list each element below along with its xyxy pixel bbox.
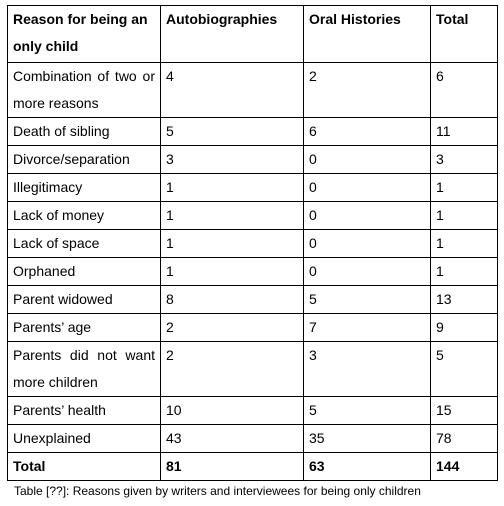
table-row: Parents did not want more children 2 3 5 (7, 341, 498, 397)
header-cell: Reason for being an only child (7, 5, 161, 63)
table-cell: 4 (160, 62, 304, 118)
table-cell: 7 (303, 313, 431, 342)
table-cell: 81 (160, 452, 304, 481)
table-cell: 0 (303, 257, 431, 286)
table-cell: 2 (160, 341, 304, 397)
table-cell: Parents’ health (7, 396, 161, 425)
table-row: Parent widowed 8 5 13 (7, 285, 498, 314)
table-cell: 3 (160, 145, 304, 174)
table-cell: 10 (160, 396, 304, 425)
table-cell: Unexplained (7, 424, 161, 453)
table-cell: 2 (303, 62, 431, 118)
table-cell: 0 (303, 229, 431, 258)
table-cell: 35 (303, 424, 431, 453)
table-caption: Table [??]: Reasons given by writers and… (14, 484, 421, 498)
table-cell: 1 (160, 201, 304, 230)
table-cell: 3 (303, 341, 431, 397)
table-row: Parents’ health 10 5 15 (7, 396, 498, 425)
table-cell: Parents did not want more children (7, 341, 161, 397)
table-cell: Illegitimacy (7, 173, 161, 202)
header-cell: Autobiographies (160, 5, 304, 63)
table-cell: Parent widowed (7, 285, 161, 314)
table-cell: 1 (430, 229, 498, 258)
table-row: Illegitimacy 1 0 1 (7, 173, 498, 202)
table-cell: Lack of space (7, 229, 161, 258)
table-cell: 1 (160, 173, 304, 202)
table-row: Death of sibling 5 6 11 (7, 117, 498, 146)
table-row: Lack of space 1 0 1 (7, 229, 498, 258)
table-row: Unexplained 43 35 78 (7, 424, 498, 453)
reasons-table: Reason for being an only child Autobiogra… (7, 5, 498, 481)
table-cell: 5 (430, 341, 498, 397)
table-cell: 1 (160, 229, 304, 258)
table-cell: 63 (303, 452, 431, 481)
table-cell: 1 (160, 257, 304, 286)
total-label: Total (7, 452, 161, 481)
table-cell: 8 (160, 285, 304, 314)
table-cell: 5 (303, 396, 431, 425)
table-cell: 13 (430, 285, 498, 314)
table-cell: Divorce/separation (7, 145, 161, 174)
table-cell: 144 (430, 452, 498, 481)
total-row: Total 81 63 144 (7, 452, 498, 481)
table-row: Orphaned 1 0 1 (7, 257, 498, 286)
table-cell: Parents’ age (7, 313, 161, 342)
table-row: Divorce/separation 3 0 3 (7, 145, 498, 174)
table-row: Combination of two or more reasons 4 2 6 (7, 62, 498, 118)
table-cell: 3 (430, 145, 498, 174)
header-cell: Oral Histories (303, 5, 431, 63)
table-cell: 2 (160, 313, 304, 342)
table-cell: 1 (430, 173, 498, 202)
table-cell: 0 (303, 173, 431, 202)
table-cell: 1 (430, 201, 498, 230)
table-cell: 6 (430, 62, 498, 118)
table-cell: 9 (430, 313, 498, 342)
table-cell: 0 (303, 145, 431, 174)
header-row: Reason for being an only child Autobiogra… (7, 5, 498, 63)
table-cell: 78 (430, 424, 498, 453)
table-cell: Lack of money (7, 201, 161, 230)
header-cell: Total (430, 5, 498, 63)
table-body: Reason for being an only child Autobiogra… (7, 5, 498, 481)
table-cell: 6 (303, 117, 431, 146)
table-cell: Death of sibling (7, 117, 161, 146)
table-row: Parents’ age 2 7 9 (7, 313, 498, 342)
table-cell: Combination of two or more reasons (7, 62, 161, 118)
table-cell: 15 (430, 396, 498, 425)
table-cell: Orphaned (7, 257, 161, 286)
table-cell: 0 (303, 201, 431, 230)
table-cell: 43 (160, 424, 304, 453)
table-cell: 1 (430, 257, 498, 286)
table-cell: 5 (303, 285, 431, 314)
table-cell: 11 (430, 117, 498, 146)
table-cell: 5 (160, 117, 304, 146)
table-row: Lack of money 1 0 1 (7, 201, 498, 230)
